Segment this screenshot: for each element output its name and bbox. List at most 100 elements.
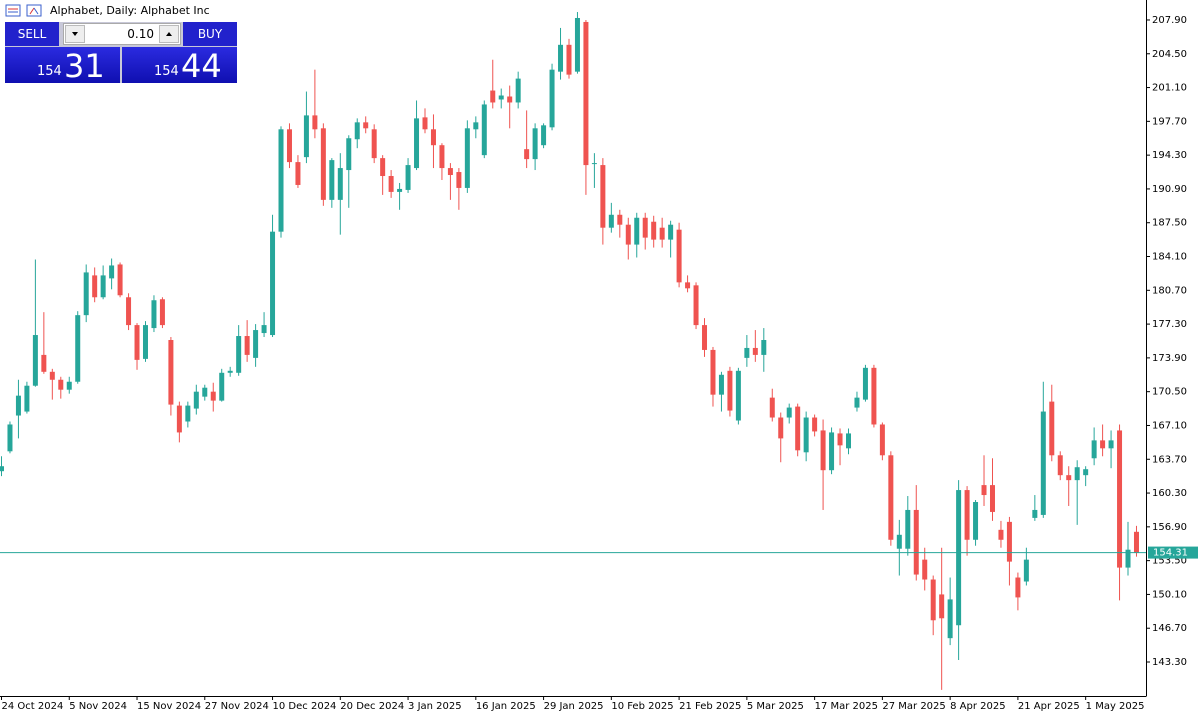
buy-button[interactable]: BUY — [183, 22, 237, 46]
candle-body — [871, 367, 877, 425]
candle-body — [295, 162, 301, 185]
arrow-up — [166, 32, 172, 36]
candle-body — [854, 397, 860, 408]
sell-button[interactable]: SELL — [5, 22, 59, 46]
candle-body — [32, 335, 38, 386]
candle-body — [109, 265, 115, 279]
candle-body — [261, 325, 267, 334]
candle-body — [100, 275, 106, 298]
bid-price[interactable]: 154 31 — [5, 47, 120, 83]
candle-body — [388, 176, 394, 192]
y-tick-label: 160.30 — [1152, 488, 1187, 499]
candle-body — [524, 149, 530, 160]
candle-body — [769, 397, 775, 418]
candle-body — [1133, 531, 1139, 553]
icon-line — [29, 7, 35, 15]
candle-body — [642, 217, 648, 238]
candle-body — [617, 214, 623, 225]
candle-body — [422, 117, 428, 130]
candle-body — [1117, 430, 1123, 568]
candle-body — [414, 118, 420, 169]
candle-body — [515, 78, 521, 103]
candle-body — [1125, 549, 1131, 568]
candle-body — [1040, 411, 1046, 515]
candle-body — [558, 44, 564, 72]
candle-body — [744, 347, 750, 358]
candle-body — [634, 217, 640, 245]
lot-increase[interactable] — [159, 25, 179, 43]
candle-body — [973, 501, 979, 540]
candle-body — [464, 128, 470, 188]
candle-body — [168, 339, 174, 405]
candle-body — [41, 354, 47, 372]
candle-body — [676, 229, 682, 283]
candle-body — [659, 227, 665, 240]
ask-prefix: 154 — [154, 64, 179, 79]
candle-body — [66, 381, 72, 390]
candle-body — [761, 339, 767, 355]
candle-body — [24, 385, 30, 412]
candle-body — [778, 417, 784, 439]
y-tick-label: 207.90 — [1152, 15, 1187, 26]
candle-body — [862, 367, 868, 400]
lot-input[interactable]: 0.10 — [63, 23, 181, 45]
candle-body — [1100, 440, 1106, 449]
candle-body — [718, 374, 724, 395]
candle-body — [896, 534, 902, 549]
candle-body — [329, 160, 335, 200]
candle-body — [7, 424, 13, 452]
candle-body — [397, 188, 403, 192]
y-tick-label: 177.30 — [1152, 319, 1187, 330]
last-price-label: 154.31 — [1153, 548, 1188, 559]
candle-body — [922, 559, 928, 580]
candle-body — [574, 17, 580, 72]
candle-body — [92, 275, 98, 298]
candle-body — [1083, 469, 1089, 476]
y-tick-label: 143.30 — [1152, 657, 1187, 668]
candle-body — [430, 129, 436, 146]
candle-body — [998, 529, 1004, 540]
candle-body — [668, 224, 674, 240]
candle-body — [363, 122, 369, 129]
candle-body — [829, 432, 835, 471]
y-tick-label: 190.90 — [1152, 184, 1187, 195]
candle-body — [439, 145, 445, 169]
lot-decrease[interactable] — [65, 25, 85, 43]
candle-body — [803, 417, 809, 453]
candle-body — [981, 485, 987, 496]
candle-body — [193, 391, 199, 409]
candle-body — [837, 433, 843, 446]
candle-body — [405, 165, 411, 190]
candle-body — [83, 272, 89, 316]
x-tick-label: 24 Oct 2024 — [2, 701, 64, 712]
arrow — [166, 32, 172, 36]
candle-body — [1108, 440, 1114, 449]
candle-body — [956, 490, 962, 626]
y-tick-label: 204.50 — [1152, 49, 1187, 60]
candle-body — [253, 330, 259, 358]
candle-body — [312, 115, 318, 130]
x-tick-label: 16 Jan 2025 — [476, 701, 536, 712]
x-tick-label: 5 Nov 2024 — [69, 701, 127, 712]
chart-title: Alphabet, Daily: Alphabet Inc — [50, 4, 210, 17]
candle-body — [989, 485, 995, 512]
ask-price[interactable]: 154 44 — [122, 47, 237, 83]
candle-body — [1091, 440, 1097, 459]
candle-body — [947, 599, 953, 639]
x-tick-label: 10 Feb 2025 — [611, 701, 673, 712]
candle-body — [75, 315, 81, 382]
bid-prefix: 154 — [37, 64, 62, 79]
y-tick-label: 194.30 — [1152, 150, 1187, 161]
candle-body — [1032, 509, 1038, 518]
candle-body — [58, 379, 64, 390]
candle-body — [371, 129, 377, 159]
candle-body — [702, 325, 708, 350]
y-tick-label: 184.10 — [1152, 252, 1187, 263]
candle-body — [507, 96, 513, 103]
candle-body — [1066, 475, 1072, 481]
candle-body — [490, 90, 496, 103]
y-tick-label: 167.10 — [1152, 420, 1187, 431]
lot-value: 0.10 — [127, 27, 154, 41]
candle-body — [337, 168, 343, 200]
candle-body — [270, 231, 276, 336]
